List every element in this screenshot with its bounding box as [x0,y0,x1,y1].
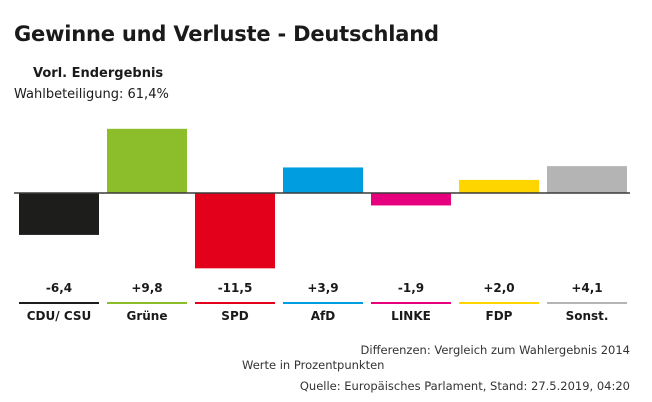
category-label-3: AfD [311,309,336,323]
gains-losses-chart: -6,4 CDU/ CSU +9,8 Grüne -11,5 SPD +3,9 AfD -1,9… [14,128,630,323]
value-label-1: +9,8 [131,281,162,295]
value-label-4: -1,9 [398,281,424,295]
value-label-5: +2,0 [483,281,514,295]
bar-0 [19,193,99,235]
category-underline-0 [19,302,99,304]
bar-2 [195,193,275,269]
source-note: Quelle: Europäisches Parlament, Stand: 2… [299,379,630,393]
footnote-units: Werte in Prozentpunkten [242,358,385,372]
category-label-4: LINKE [391,309,431,323]
value-label-0: -6,4 [46,281,72,295]
chart-title: Gewinne und Verluste - Deutschland [14,22,439,46]
category-underline-6 [547,302,627,304]
category-underline-3 [283,302,363,304]
value-label-2: -11,5 [218,281,253,295]
value-label-3: +3,9 [307,281,338,295]
bar-1 [107,128,187,193]
category-underline-4 [371,302,451,304]
category-underline-1 [107,302,187,304]
bar-3 [283,167,363,193]
category-underline-5 [459,302,539,304]
category-label-2: SPD [221,309,248,323]
category-label-5: FDP [486,309,513,323]
result-status: Vorl. Endergebnis [33,66,164,81]
bar-4 [371,193,451,206]
footnote-differences: Differenzen: Vergleich zum Wahlergebnis … [360,343,630,357]
category-label-6: Sonst. [566,309,609,323]
turnout-label: Wahlbeteiligung: 61,4% [14,87,169,102]
bar-5 [459,179,539,193]
bar-6 [547,166,627,193]
category-label-0: CDU/ CSU [27,309,92,323]
category-underline-2 [195,302,275,304]
category-label-1: Grüne [127,309,168,323]
value-label-6: +4,1 [571,281,602,295]
